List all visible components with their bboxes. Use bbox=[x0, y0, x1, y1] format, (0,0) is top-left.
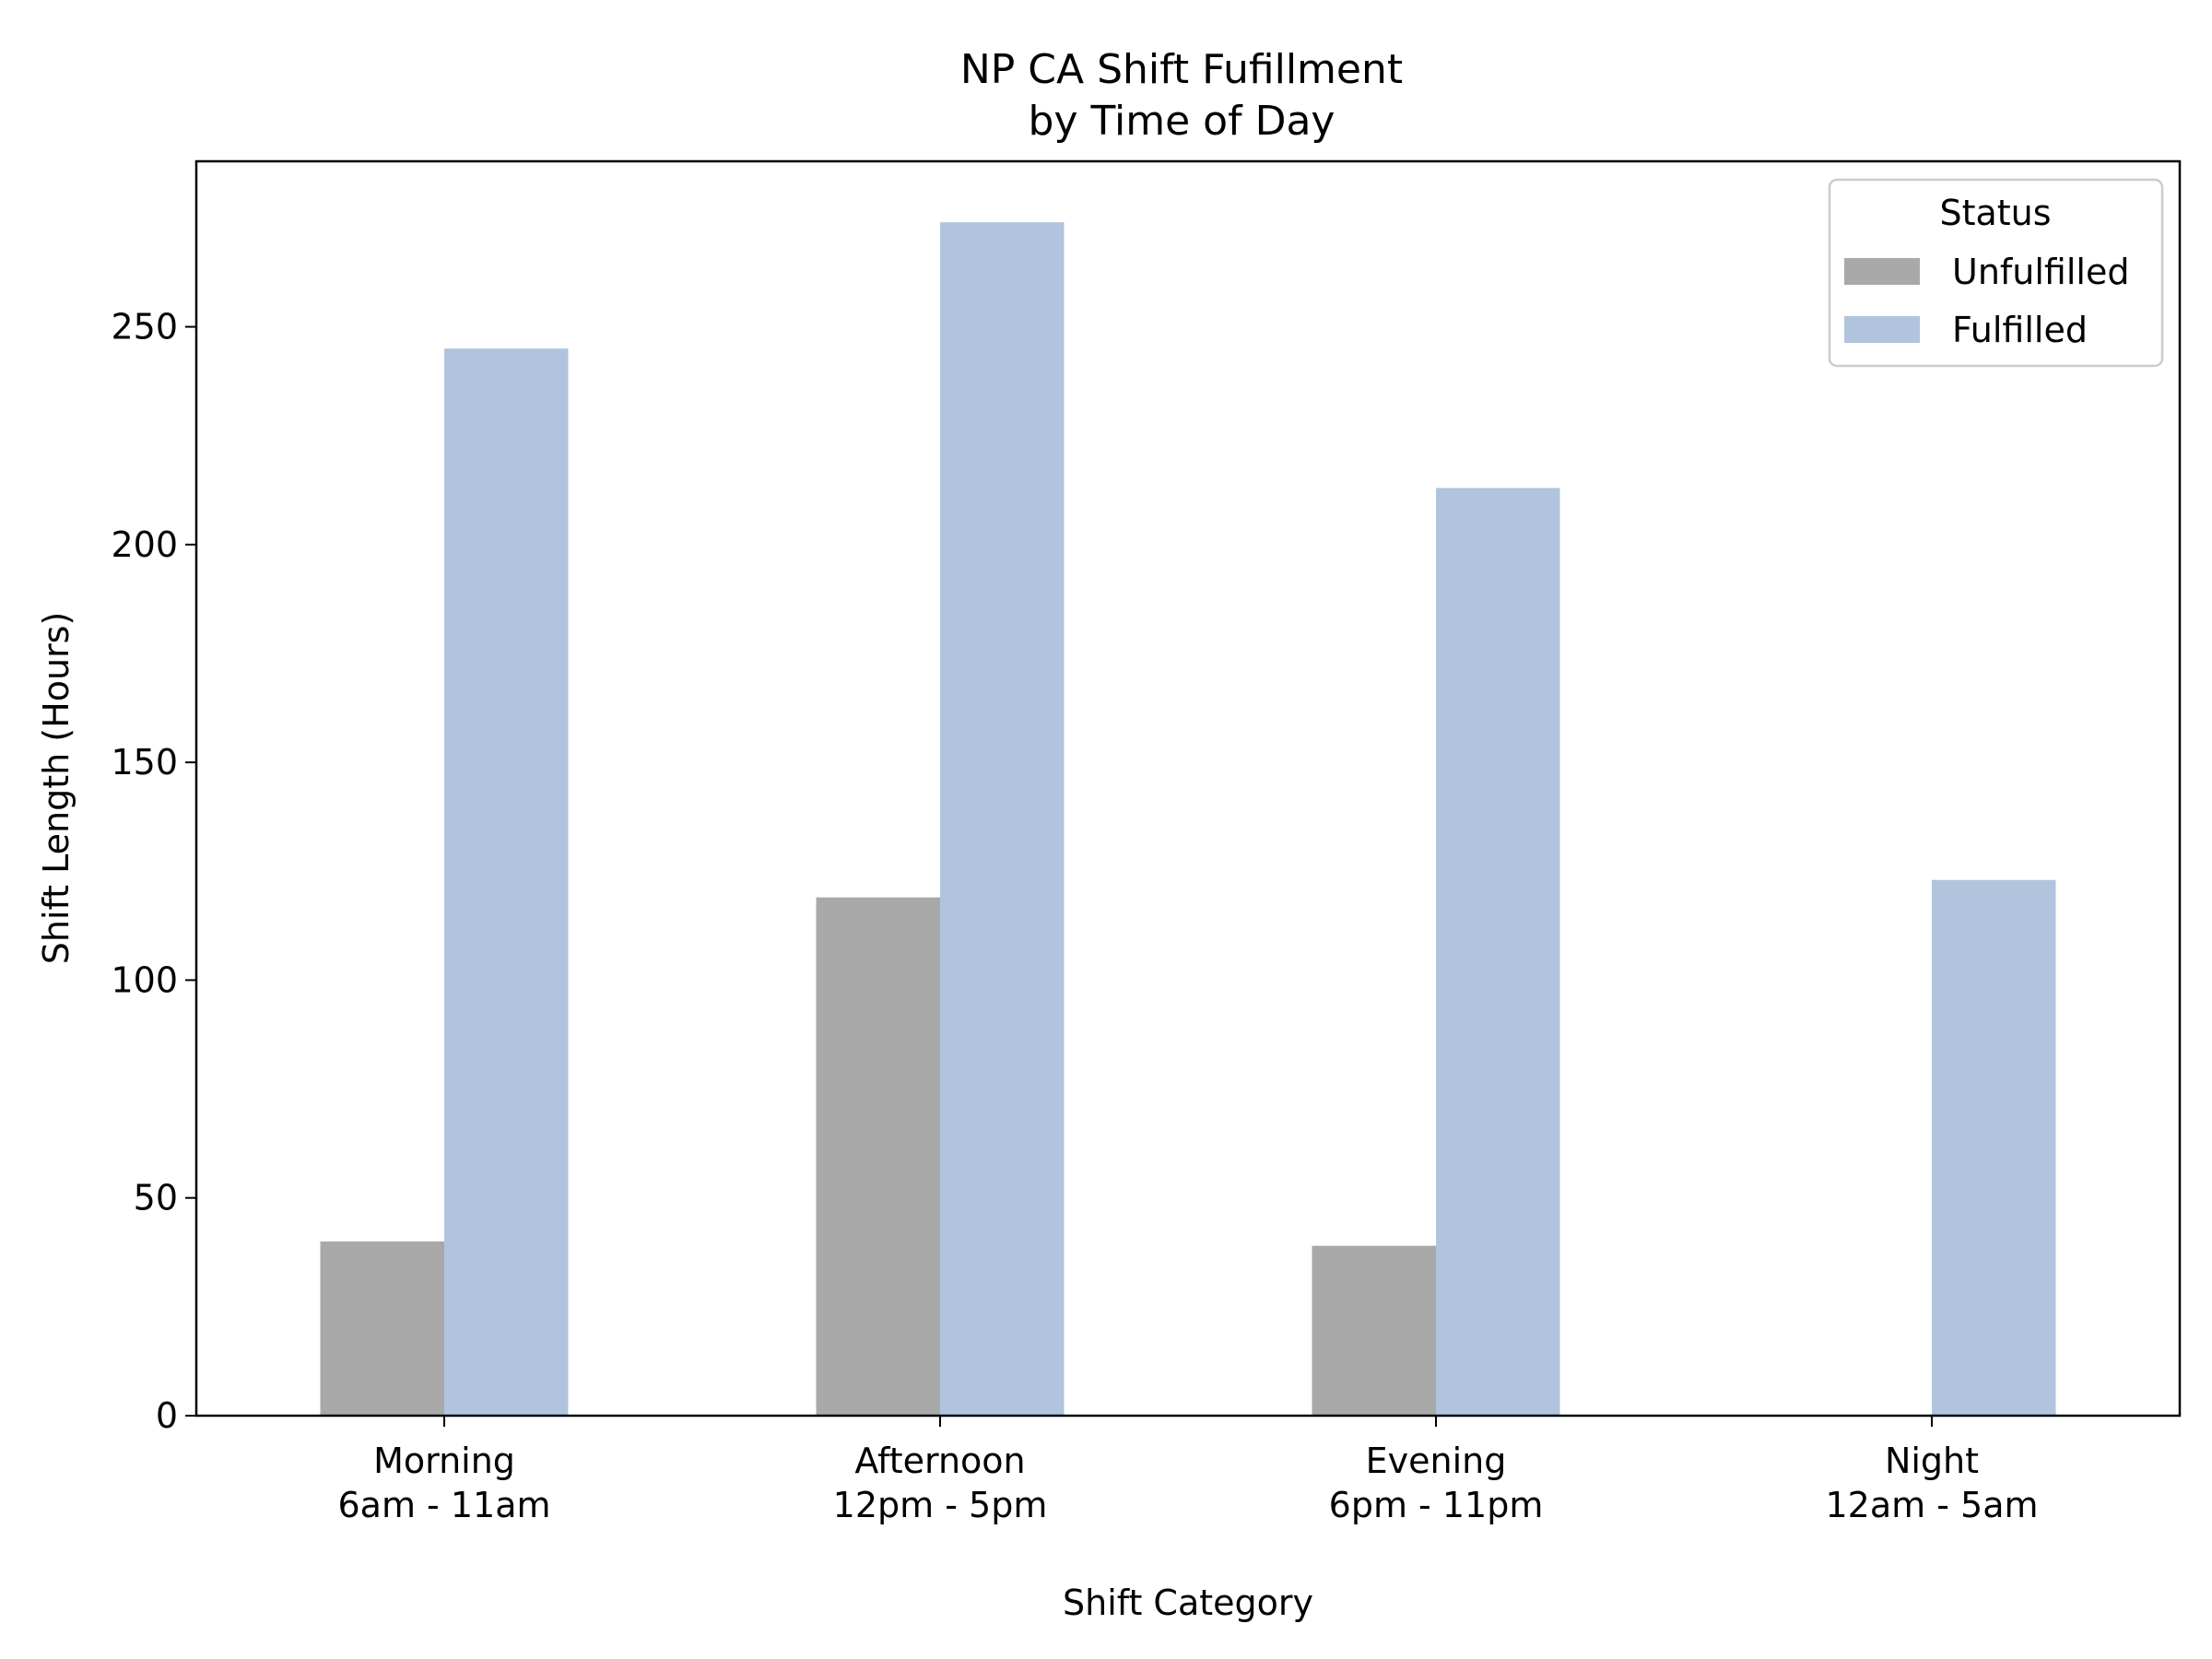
legend-swatch-unfulfilled bbox=[1844, 258, 1920, 285]
y-tick-label: 200 bbox=[111, 524, 178, 565]
y-tick-label: 150 bbox=[111, 742, 178, 782]
bar-fulfilled-evening bbox=[1436, 488, 1560, 1416]
legend-label-fulfilled: Fulfilled bbox=[1952, 310, 2088, 350]
x-tick-label: 6pm - 11pm bbox=[1329, 1485, 1544, 1525]
x-tick-label: 6am - 11am bbox=[337, 1485, 550, 1525]
y-tick-label: 50 bbox=[134, 1178, 178, 1218]
legend-label-unfulfilled: Unfulfilled bbox=[1952, 252, 2129, 292]
bar-fulfilled-afternoon bbox=[940, 222, 1065, 1417]
x-tick-label: Evening bbox=[1366, 1441, 1507, 1481]
x-tick-label: Afternoon bbox=[854, 1441, 1025, 1481]
legend-swatch-fulfilled bbox=[1844, 316, 1920, 343]
bar-fulfilled-morning bbox=[444, 348, 569, 1417]
x-tick-label: Night bbox=[1885, 1441, 1979, 1481]
bar-unfulfilled-evening bbox=[1312, 1245, 1436, 1416]
x-axis-label: Shift Category bbox=[1063, 1583, 1313, 1623]
plot-frame bbox=[194, 159, 2182, 1418]
y-axis: 0 50 100 150 200 250 bbox=[111, 307, 196, 1436]
chart-title-line-1: NP CA Shift Fufillment bbox=[960, 46, 1403, 93]
bar-unfulfilled-morning bbox=[320, 1241, 444, 1416]
bar-unfulfilled-afternoon bbox=[816, 897, 940, 1416]
x-tick-label: 12pm - 5pm bbox=[833, 1485, 1048, 1525]
y-tick-label: 0 bbox=[156, 1395, 178, 1436]
legend: Status Unfulfilled Fulfilled bbox=[1828, 178, 2164, 368]
chart-title-line-2: by Time of Day bbox=[1029, 98, 1335, 145]
bar-fulfilled-night bbox=[1932, 879, 2056, 1416]
y-axis-label: Shift Length (Hours) bbox=[36, 612, 76, 965]
y-tick-label: 100 bbox=[111, 959, 178, 1000]
y-tick-label: 250 bbox=[111, 307, 178, 347]
x-tick-label: Morning bbox=[373, 1441, 515, 1481]
bars-layer bbox=[320, 222, 2056, 1417]
legend-title: Status bbox=[1939, 193, 2051, 233]
x-tick-label: 12am - 5am bbox=[1825, 1485, 2038, 1525]
